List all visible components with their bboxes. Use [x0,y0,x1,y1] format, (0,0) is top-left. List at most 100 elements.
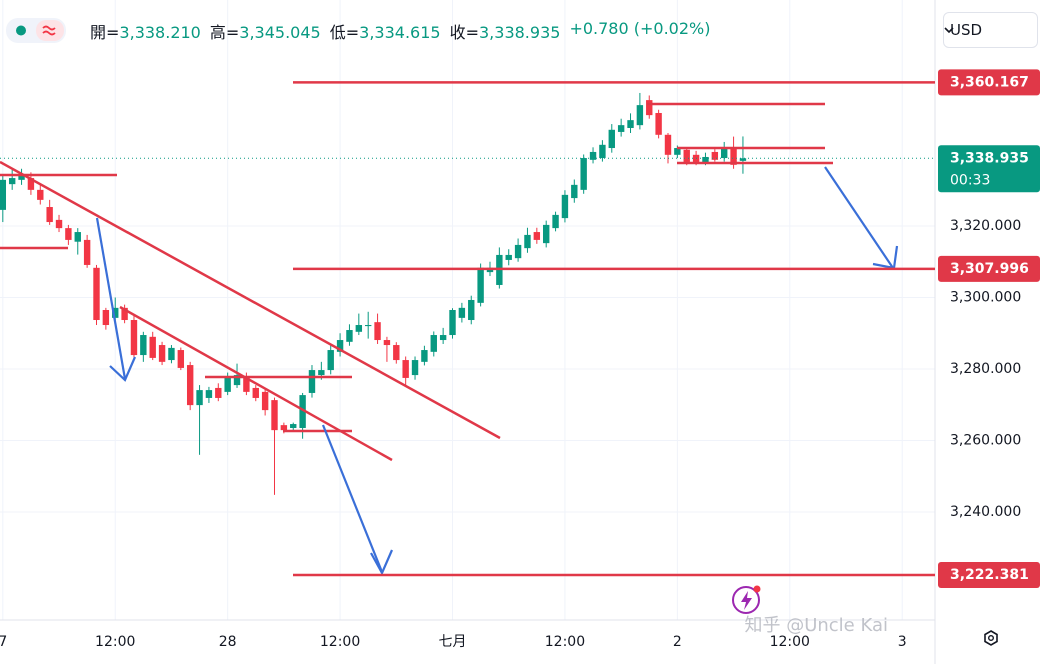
currency-text: USD [950,21,983,39]
candle-body [477,267,484,303]
candles [0,92,747,495]
x-tick-label: 2 [673,634,682,650]
candle-body [112,307,119,318]
x-tick-label: 3 [898,634,907,650]
x-tick-label: 12:00 [770,634,810,650]
level-label: 3,360.167 [950,74,1029,90]
currency-select[interactable]: USD [943,12,1038,48]
candle-body [177,350,185,368]
trend-line [0,160,501,440]
candle-body [271,400,278,431]
candle-body [168,347,175,361]
candle-body [655,112,662,135]
candle-body [346,330,353,342]
candle-body [308,370,316,393]
candle-body [196,390,203,406]
candle-body [580,158,587,190]
candle-body [243,377,250,392]
event-ring [732,586,760,614]
y-tick-label: 3,320.000 [950,218,1021,234]
arrow [95,217,127,380]
candle-body [683,149,690,162]
candle-body [290,424,297,428]
candle-body [552,214,559,229]
badge-pill [36,20,64,41]
candle-body [364,325,372,327]
ohlc-value: 3,345.045 [239,23,321,42]
y-tick-label: 3,240.000 [950,504,1021,520]
candle-body [130,320,138,356]
candle-body [158,345,166,362]
ohlc-item: 開=3,338.210 [90,19,201,43]
candle-body [37,189,44,200]
candle-body [318,370,325,376]
ohlc-value: 3,338.210 [119,23,201,42]
chevron [944,27,954,34]
level-box [938,255,1040,282]
ohlc-change: +0.780 (+0.02%) [569,19,711,38]
arrows [95,166,899,576]
settings-hex[interactable] [984,630,998,646]
event-bolt [741,591,752,610]
candle-body [617,125,625,132]
candle-body [449,310,456,336]
ohlc-value: 3,338.935 [479,23,561,42]
status-dot [16,25,26,36]
ohlc-item: 收=3,338.935 [450,19,561,43]
x-tick-label: 12:00 [320,634,360,650]
candle-body [27,178,35,190]
candle-body [140,335,147,356]
y-tick-label: 3,280.000 [950,361,1021,377]
candle-body [205,390,213,398]
candle-body [599,144,606,159]
candle-body [393,345,400,361]
candle-body [636,105,644,126]
candle-body [402,360,409,378]
candle-body [589,151,597,160]
x-tick-label: 7 [0,634,7,650]
candle-body [186,365,194,406]
x-tick-label: 12:00 [95,634,135,650]
candle-body [430,335,437,352]
candle-body [46,207,53,223]
candle-body [224,377,231,392]
candle-body [102,310,110,326]
candle-body [121,307,128,321]
candle-body [327,350,334,371]
level-label: 3,307.996 [950,261,1029,277]
trend-line [119,305,393,462]
x-tick-label: 28 [219,634,237,650]
candle-body [739,158,747,161]
watermark: 知乎 @Uncle Kai [744,615,888,636]
level-box [938,69,1040,96]
candle-body [280,425,288,431]
candle-body [608,129,615,149]
arrow-head [370,549,394,576]
candle-body [542,224,550,244]
ohlc-value: 3,334.615 [359,23,441,42]
candle-body [233,375,241,386]
ohlc-item: 高=3,345.045 [210,19,321,43]
candle-body [514,244,522,259]
last-price-box [938,145,1040,193]
levels: 3,338.935 00:33 3,360.167 3,307.996 3,222.38… [0,69,1040,589]
candle-body [524,234,531,249]
level-box [938,562,1040,589]
candle-body [74,232,81,242]
candle-body [627,120,634,129]
grid [0,0,935,620]
badge [6,18,66,43]
candle-body [18,174,25,180]
settings-icon[interactable] [984,630,998,646]
x-tick-label: 七月 [439,634,467,650]
drawings [0,102,833,462]
settings-center[interactable] [988,635,995,642]
candle-body [702,156,709,162]
candle-body [149,336,156,358]
candle-body [355,325,363,332]
ohlc-label: 高= [209,23,240,42]
candle-body [374,322,381,341]
candle-body [646,100,653,116]
candle-body [411,360,419,376]
